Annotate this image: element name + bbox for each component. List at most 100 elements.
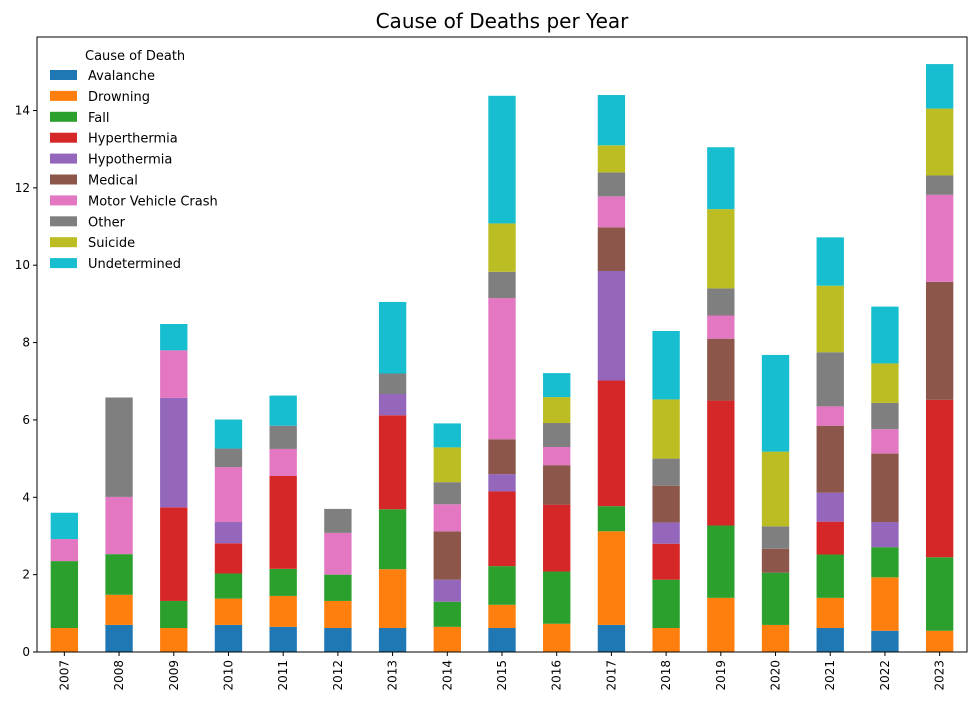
bar-2020-fall (761, 572, 790, 625)
bar-2007-drowning (50, 628, 79, 652)
legend-label-drowning: Drowning (88, 90, 150, 105)
bar-2015-undetermined (488, 95, 516, 224)
bar-2014-suicide (433, 447, 461, 483)
bar-2021-fall (816, 554, 844, 598)
bar-2009-fall (160, 600, 188, 629)
y-tick-label: 14 (15, 103, 30, 117)
x-tick-label-2014: 2014 (440, 660, 454, 691)
bar-2008-motor-vehicle-crash (105, 496, 133, 555)
bar-2008-other (105, 397, 133, 497)
bar-2011-other (269, 425, 297, 449)
x-tick-label-2009: 2009 (167, 660, 181, 691)
bar-2010-avalanche (214, 624, 243, 652)
bar-2023-fall (925, 557, 954, 631)
legend-label-hyperthermia: Hyperthermia (88, 132, 178, 147)
bar-2012-other (324, 508, 352, 533)
legend-label-fall: Fall (88, 111, 109, 126)
legend-swatch-motor-vehicle-crash (50, 195, 77, 206)
bar-2022-avalanche (871, 630, 899, 652)
bar-2011-motor-vehicle-crash (269, 448, 297, 477)
bar-2016-undetermined (543, 373, 571, 398)
bar-2021-hypothermia (816, 492, 844, 522)
bar-2009-hyperthermia (160, 507, 188, 601)
bar-2008-avalanche (105, 624, 133, 652)
bar-2019-drowning (707, 597, 735, 652)
bar-2020-medical (761, 548, 790, 573)
legend-swatch-suicide (50, 237, 77, 248)
bar-2022-motor-vehicle-crash (871, 429, 899, 454)
bar-2014-drowning (433, 626, 461, 652)
bar-2010-drowning (214, 598, 243, 625)
bar-2018-hypothermia (652, 522, 680, 544)
bar-2020-undetermined (761, 354, 790, 452)
bar-2014-motor-vehicle-crash (433, 504, 461, 532)
bar-2017-fall (597, 506, 626, 532)
bar-2016-suicide (543, 397, 571, 424)
bar-2021-avalanche (816, 628, 844, 652)
bar-2016-motor-vehicle-crash (543, 447, 571, 466)
bar-2011-drowning (269, 595, 297, 627)
bar-2018-drowning (652, 628, 680, 652)
bar-2017-undetermined (597, 95, 626, 146)
x-tick-label-2013: 2013 (386, 660, 400, 691)
bar-2015-fall (488, 566, 516, 605)
bar-2015-drowning (488, 604, 516, 629)
bar-2017-avalanche (597, 624, 626, 652)
legend-swatch-avalanche (50, 70, 77, 80)
legend-swatch-hypothermia (50, 153, 77, 164)
x-tick-label-2022: 2022 (878, 660, 892, 691)
bar-2017-hyperthermia (597, 380, 626, 507)
bar-2010-fall (214, 573, 243, 599)
legend-label-motor-vehicle-crash: Motor Vehicle Crash (88, 194, 218, 209)
bar-2023-hyperthermia (925, 399, 954, 558)
bar-2018-medical (652, 485, 680, 523)
bar-2023-drowning (925, 630, 954, 652)
bar-2018-fall (652, 579, 680, 629)
legend-label-avalanche: Avalanche (88, 69, 155, 84)
bar-2017-medical (597, 227, 626, 272)
bar-2022-hypothermia (871, 522, 899, 548)
bar-2011-fall (269, 568, 297, 596)
bar-2009-motor-vehicle-crash (160, 350, 188, 398)
bar-2011-undetermined (269, 395, 297, 426)
y-tick-label: 6 (22, 413, 30, 427)
legend-swatch-medical (50, 174, 77, 185)
x-tick-label-2018: 2018 (659, 660, 673, 691)
bar-2014-fall (433, 601, 461, 627)
bar-2022-medical (871, 453, 899, 523)
bar-2023-motor-vehicle-crash (925, 194, 954, 282)
bar-2015-medical (488, 439, 516, 475)
legend-swatch-undetermined (50, 258, 77, 269)
y-tick-label: 12 (15, 181, 30, 195)
legend-swatch-drowning (50, 90, 77, 101)
bar-2017-other (597, 172, 626, 197)
x-tick-label-2008: 2008 (112, 660, 126, 691)
legend-label-hypothermia: Hypothermia (88, 153, 172, 168)
x-axis: 2007 2008 2009 2010 2011 2012 2013 2014 2015 2016… (57, 652, 947, 691)
bar-2019-motor-vehicle-crash (707, 315, 735, 339)
bar-2014-hypothermia (433, 579, 461, 602)
bar-2023-undetermined (925, 64, 954, 109)
legend-swatch-fall (50, 111, 77, 122)
x-tick-label-2023: 2023 (933, 660, 947, 691)
bar-2016-other (543, 423, 571, 447)
bar-2012-avalanche (324, 628, 352, 652)
bar-2014-other (433, 482, 461, 505)
bar-2010-undetermined (214, 419, 243, 449)
x-tick-label-2015: 2015 (495, 660, 509, 691)
bar-2021-medical (816, 425, 844, 493)
bar-2010-other (214, 448, 243, 468)
y-tick-label: 4 (22, 490, 30, 504)
bar-2013-hyperthermia (378, 415, 407, 510)
bar-2019-medical (707, 338, 735, 401)
bar-2016-medical (543, 465, 571, 505)
legend-label-undetermined: Undetermined (88, 257, 181, 272)
bar-2015-hyperthermia (488, 491, 516, 567)
bar-2021-suicide (816, 285, 844, 353)
bar-2010-hyperthermia (214, 543, 243, 574)
bar-2017-motor-vehicle-crash (597, 196, 626, 228)
legend-swatch-hyperthermia (50, 132, 77, 143)
y-axis: 0 2 4 6 8 10 12 14 (15, 103, 37, 659)
bar-2019-undetermined (707, 147, 735, 210)
